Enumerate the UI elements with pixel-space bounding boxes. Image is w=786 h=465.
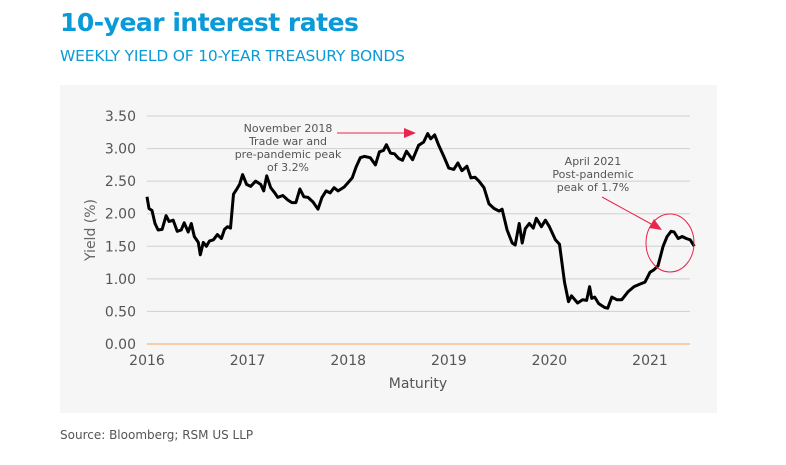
annotation-line: peak of 1.7% [557,181,629,194]
y-axis-label: Yield (%) [83,199,99,262]
arrowhead-icon [404,128,416,138]
x-tick-label: 2017 [230,353,266,369]
x-tick-label: 2018 [330,353,366,369]
x-tick-label: 2021 [632,353,668,369]
yield-line [145,132,696,310]
chart-subtitle: WEEKLY YIELD OF 10-YEAR TREASURY BONDS [60,47,405,65]
y-tick-label: 1.50 [105,239,136,255]
y-tick-label: 3.00 [105,142,136,158]
peak-highlight-circle [645,213,695,273]
y-tick-label: 0.50 [105,304,136,320]
annotation-line: April 2021 [565,155,622,168]
annotation-line: November 2018 [244,122,333,135]
annotation-line: Post-pandemic [552,168,633,181]
y-tick-label: 2.50 [105,174,136,190]
annotation-line: of 3.2% [267,161,309,174]
y-tick-label: 0.00 [105,337,136,353]
annotation-line: Trade war and [248,135,327,148]
y-tick-label: 1.00 [105,272,136,288]
chart-panel [60,85,717,413]
y-tick-label: 3.50 [105,109,136,125]
x-tick-label: 2016 [129,353,165,369]
x-axis-label: Maturity [389,376,447,392]
annotation-line: pre-pandemic peak [235,148,342,161]
arrowhead-icon [649,219,662,230]
annotation-arrow-2021 [601,196,654,226]
chart-title: 10-year interest rates [60,8,359,37]
y-tick-label: 2.00 [105,207,136,223]
x-tick-label: 2020 [532,353,568,369]
x-tick-label: 2019 [431,353,467,369]
source-note: Source: Bloomberg; RSM US LLP [60,428,254,442]
